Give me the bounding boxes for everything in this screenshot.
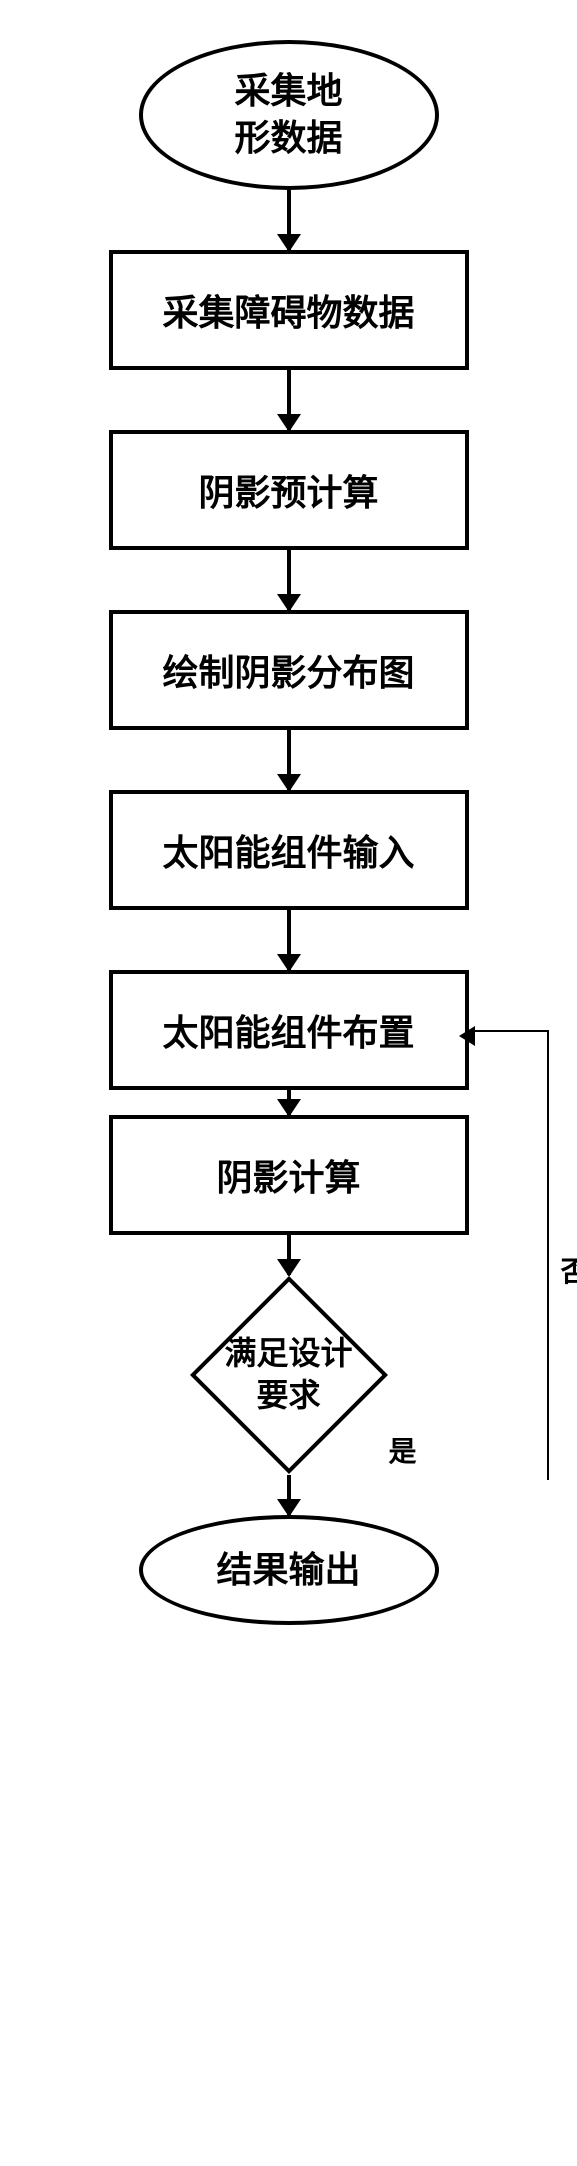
feedback-loop-section: 太阳能组件布置 阴影计算 满足设计要求 是 否 [109, 970, 469, 1475]
end-node: 结果输出 [139, 1515, 439, 1625]
decision-node: 满足设计要求 [189, 1275, 389, 1475]
step6-label: 阴影计算 [216, 1149, 360, 1201]
arrow [287, 730, 291, 790]
arrow [287, 1235, 291, 1275]
yes-label: 是 [389, 1430, 417, 1470]
step2-label: 阴影预计算 [198, 464, 378, 516]
step6-node: 阴影计算 [109, 1115, 469, 1235]
decision-container: 满足设计要求 是 [189, 1275, 389, 1475]
step3-label: 绘制阴影分布图 [162, 644, 414, 696]
feedback-arrowhead [459, 1026, 475, 1046]
no-label: 否 [560, 1250, 577, 1290]
arrow [287, 370, 291, 430]
arrow [287, 1090, 291, 1115]
step4-node: 太阳能组件输入 [109, 790, 469, 910]
step2-node: 阴影预计算 [109, 430, 469, 550]
start-node: 采集地形数据 [139, 40, 439, 190]
step1-node: 采集障碍物数据 [109, 250, 469, 370]
step1-label: 采集障碍物数据 [162, 284, 414, 336]
start-label: 采集地形数据 [234, 68, 342, 162]
flowchart-container: 采集地形数据 采集障碍物数据 阴影预计算 绘制阴影分布图 太阳能组件输入 太阳能… [39, 40, 539, 1625]
arrow [287, 910, 291, 970]
step5-label: 太阳能组件布置 [162, 1004, 414, 1056]
feedback-line [469, 1030, 549, 1480]
decision-label: 满足设计要求 [224, 1333, 352, 1416]
end-label: 结果输出 [216, 1547, 360, 1594]
arrow [287, 550, 291, 610]
arrow [287, 1475, 291, 1515]
arrow [287, 190, 291, 250]
step5-node: 太阳能组件布置 [109, 970, 469, 1090]
step4-label: 太阳能组件输入 [162, 824, 414, 876]
step3-node: 绘制阴影分布图 [109, 610, 469, 730]
